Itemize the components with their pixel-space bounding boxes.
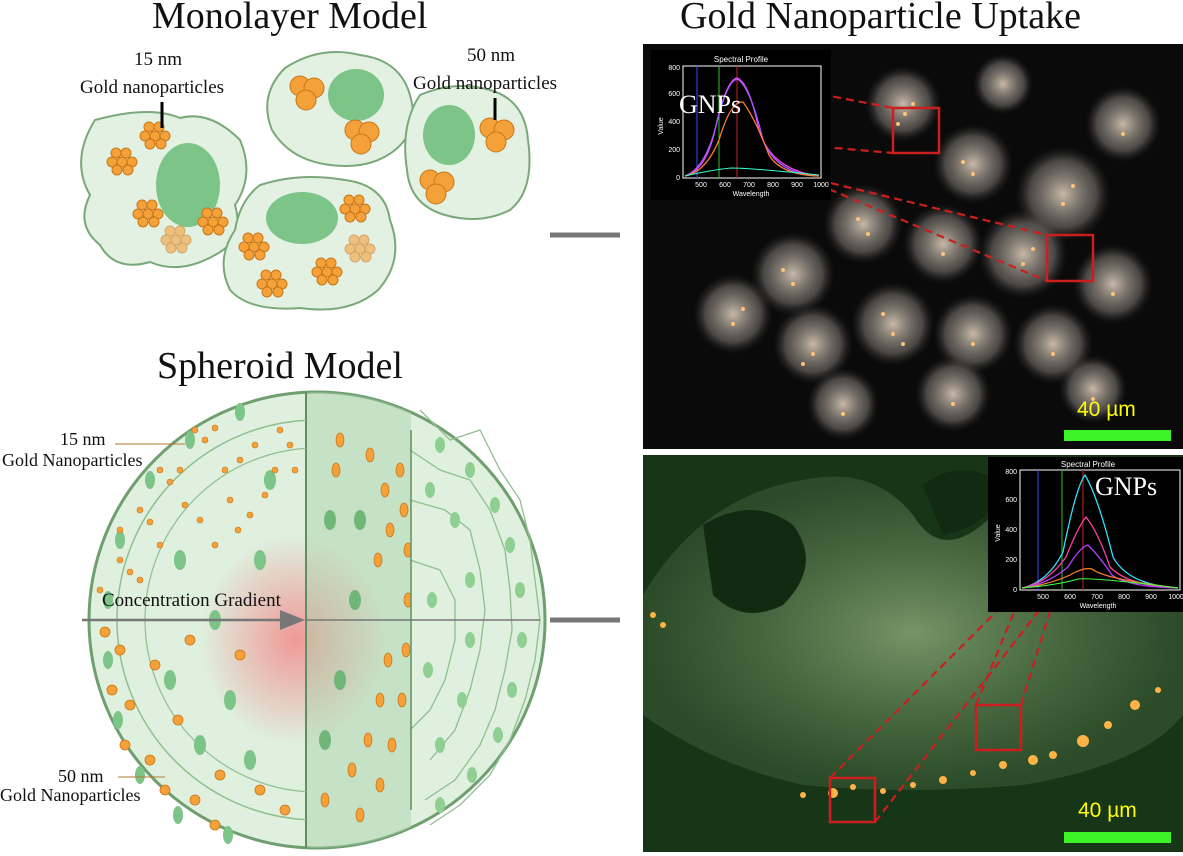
svg-text:900: 900 [1145,594,1157,601]
svg-text:Spectral Profile: Spectral Profile [1061,460,1116,469]
rim-gnps [650,612,1161,798]
monolayer-50nm-size: 50 nm [467,45,516,66]
svg-text:600: 600 [668,91,680,98]
svg-text:500: 500 [695,182,707,189]
svg-text:600: 600 [1064,594,1076,601]
monolayer-50nm-name: Gold nanoparticles [413,73,558,94]
svg-text:800: 800 [1005,469,1017,476]
svg-text:1000: 1000 [1168,594,1183,601]
spectral-inset-bottom: Spectral Profile 0 200 400 600 800 500 6… [988,457,1183,612]
scale-text-bottom: 40 µm [1078,799,1137,822]
spheroid-illustration [82,390,620,850]
gnp-speckles [731,102,1125,416]
svg-text:400: 400 [1005,527,1017,534]
monolayer-cells [693,54,1161,440]
spheroid-50nm-size: 50 nm [58,766,104,786]
monolayer-illustration [80,51,620,311]
svg-text:600: 600 [1005,497,1017,504]
svg-text:0: 0 [676,175,680,182]
monolayer-15nm-size: 15 nm [134,49,183,70]
monolayer-title: Monolayer Model [152,0,428,37]
svg-text:800: 800 [668,65,680,72]
zoom-box-top-1 [891,106,941,155]
monolayer-15nm-name: Gold nanoparticles [80,77,225,98]
spheroid-15nm-name: Gold Nanoparticles [2,450,143,470]
zoom-box-bot-2 [974,703,1023,752]
scale-text-top: 40 µm [1077,398,1136,421]
svg-text:800: 800 [1118,594,1130,601]
small-gnps [96,424,299,594]
svg-text:200: 200 [668,147,680,154]
micrograph-monolayer: Spectral Profile 0 200 400 600 800 500 6… [643,44,1183,449]
svg-text:Spectral Profile: Spectral Profile [714,55,769,64]
spheroid-title: Spheroid Model [157,345,403,387]
svg-text:0: 0 [1013,587,1017,594]
uptake-title: Gold Nanoparticle Uptake [680,0,1081,37]
svg-text:Value: Value [658,117,665,134]
svg-text:400: 400 [668,119,680,126]
gradient-label: Concentration Gradient [102,590,281,611]
svg-text:200: 200 [1005,557,1017,564]
zoom-box-top-2 [1045,233,1095,283]
svg-text:600: 600 [719,182,731,189]
scale-bar-bottom [1064,832,1171,843]
micrograph-spheroid: Spectral Profile 0 200 400 600 800 500 6… [643,455,1183,852]
svg-text:Wavelength: Wavelength [733,191,770,198]
spectral-inset-top: Spectral Profile 0 200 400 600 800 500 6… [651,50,831,200]
scale-bar-top [1064,430,1171,441]
gnps-label-bottom: GNPs [1095,472,1158,501]
svg-text:500: 500 [1037,594,1049,601]
svg-text:900: 900 [791,182,803,189]
zoom-box-bot-1 [828,776,877,824]
spheroid-right-nuclei [423,437,527,813]
svg-text:Wavelength: Wavelength [1080,603,1117,610]
svg-text:Value: Value [995,524,1002,541]
gnps-label-top: GNPs [679,90,742,119]
large-gnps [99,626,291,831]
svg-text:700: 700 [743,182,755,189]
svg-text:1000: 1000 [813,182,829,189]
spheroid-15nm-size: 15 nm [60,429,106,449]
svg-text:700: 700 [1091,594,1103,601]
svg-text:800: 800 [767,182,779,189]
spheroid-50nm-name: Gold Nanoparticles [0,785,141,805]
